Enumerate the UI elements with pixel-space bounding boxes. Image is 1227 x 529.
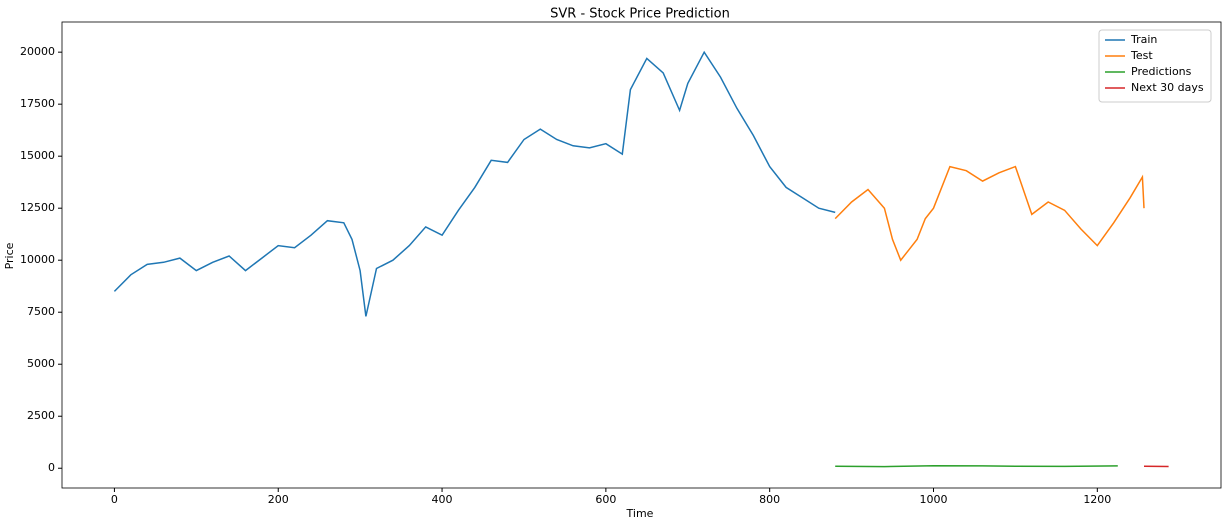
x-tick-label: 1000 — [920, 493, 948, 506]
y-tick-label: 7500 — [27, 305, 55, 318]
y-tick-label: 15000 — [20, 149, 55, 162]
series-line — [114, 52, 835, 316]
y-tick-label: 5000 — [27, 357, 55, 370]
chart-title: SVR - Stock Price Prediction — [550, 7, 730, 22]
plot-frame — [62, 22, 1221, 488]
series-line — [835, 167, 1144, 261]
x-tick-label: 800 — [759, 493, 780, 506]
series-line — [835, 466, 1118, 467]
x-tick-label: 400 — [432, 493, 453, 506]
y-tick-label: 20000 — [20, 45, 55, 58]
y-tick-label: 0 — [48, 461, 55, 474]
y-tick-label: 10000 — [20, 253, 55, 266]
x-tick-label: 0 — [111, 493, 118, 506]
legend-label: Next 30 days — [1131, 81, 1204, 94]
x-tick-label: 200 — [268, 493, 289, 506]
x-axis-label: Time — [626, 507, 654, 520]
y-tick-label: 12500 — [20, 201, 55, 214]
x-tick-label: 600 — [595, 493, 616, 506]
legend-label: Test — [1130, 49, 1153, 62]
y-tick-label: 2500 — [27, 409, 55, 422]
y-axis-label: Price — [3, 242, 16, 269]
legend-label: Train — [1130, 33, 1157, 46]
y-tick-label: 17500 — [20, 97, 55, 110]
legend: Train Test Predictions Next 30 days — [1099, 30, 1211, 102]
legend-label: Predictions — [1131, 65, 1192, 78]
x-tick-label: 1200 — [1083, 493, 1111, 506]
